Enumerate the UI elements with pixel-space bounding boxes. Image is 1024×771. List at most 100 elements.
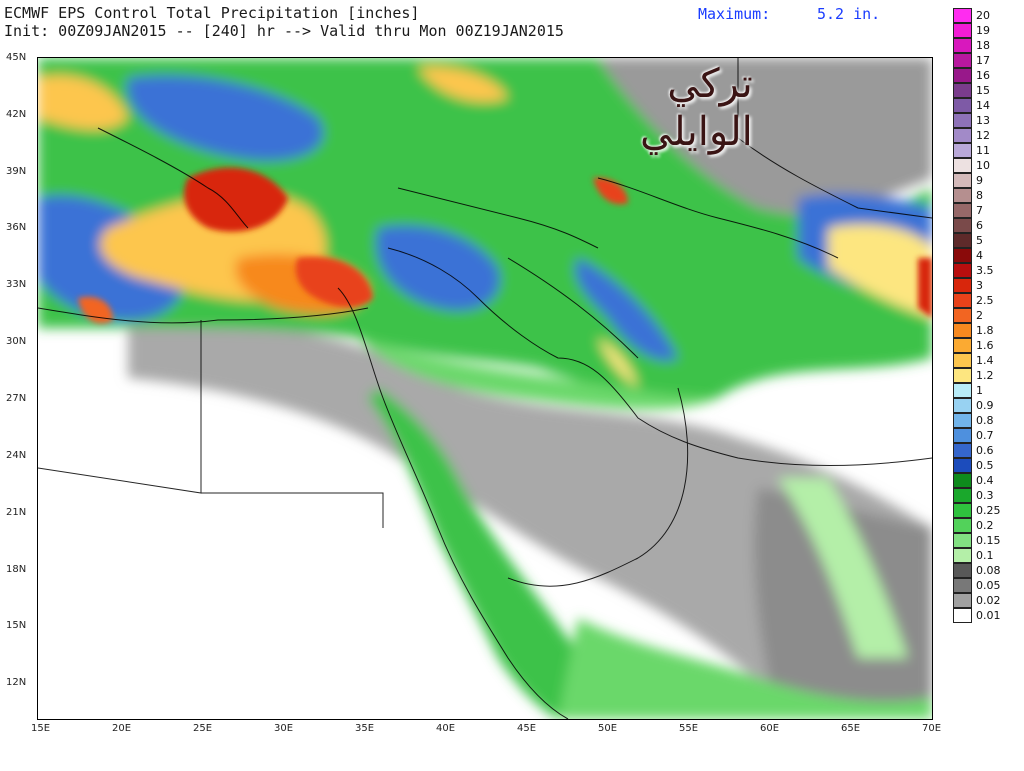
lon-label: 70E	[922, 723, 942, 734]
lon-label: 50E	[598, 723, 618, 734]
legend-label: 6	[976, 219, 983, 232]
legend-swatch	[953, 458, 972, 473]
legend-label: 0.6	[976, 444, 994, 457]
watermark-line2: الوايلي	[640, 109, 753, 155]
maximum-value: 5.2 in.	[817, 5, 881, 23]
arabic-watermark: تركي الوايلي	[640, 60, 753, 156]
legend-swatch	[953, 278, 972, 293]
legend-swatch	[953, 398, 972, 413]
legend-swatch	[953, 38, 972, 53]
legend-item: 10	[953, 158, 1023, 173]
lat-label: 12N	[6, 677, 27, 688]
legend-item: 1	[953, 383, 1023, 398]
legend-swatch	[953, 428, 972, 443]
legend-label: 20	[976, 9, 990, 22]
legend-item: 17	[953, 53, 1023, 68]
lon-label: 60E	[760, 723, 780, 734]
chart-title: ECMWF EPS Control Total Precipitation [i…	[4, 4, 420, 22]
legend-swatch	[953, 608, 972, 623]
legend-item: 13	[953, 113, 1023, 128]
legend-swatch	[953, 113, 972, 128]
legend-swatch	[953, 218, 972, 233]
legend-item: 0.15	[953, 533, 1023, 548]
legend-label: 17	[976, 54, 990, 67]
legend-item: 0.8	[953, 413, 1023, 428]
legend-swatch	[953, 548, 972, 563]
legend-item: 9	[953, 173, 1023, 188]
legend-item: 2	[953, 308, 1023, 323]
lon-label: 55E	[679, 723, 699, 734]
legend-swatch	[953, 188, 972, 203]
legend-item: 0.05	[953, 578, 1023, 593]
legend-label: 15	[976, 84, 990, 97]
legend-swatch	[953, 23, 972, 38]
lat-label: 15N	[6, 620, 27, 631]
legend-item: 1.4	[953, 353, 1023, 368]
legend-label: 0.15	[976, 534, 1001, 547]
legend-item: 6	[953, 218, 1023, 233]
legend-swatch	[953, 263, 972, 278]
legend-swatch	[953, 593, 972, 608]
precipitation-map	[37, 57, 933, 720]
legend-swatch	[953, 533, 972, 548]
legend-label: 0.9	[976, 399, 994, 412]
legend-item: 1.2	[953, 368, 1023, 383]
legend-item: 0.7	[953, 428, 1023, 443]
legend-label: 3	[976, 279, 983, 292]
lat-label: 27N	[6, 393, 27, 404]
lon-label: 30E	[274, 723, 294, 734]
legend-label: 1.8	[976, 324, 994, 337]
lat-label: 42N	[6, 109, 27, 120]
lon-label: 25E	[193, 723, 213, 734]
maximum-label: Maximum:	[698, 5, 771, 23]
legend-swatch	[953, 383, 972, 398]
legend-item: 5	[953, 233, 1023, 248]
legend-swatch	[953, 413, 972, 428]
legend-swatch	[953, 578, 972, 593]
legend-swatch	[953, 173, 972, 188]
legend-item: 1.6	[953, 338, 1023, 353]
legend-swatch	[953, 293, 972, 308]
legend-swatch	[953, 83, 972, 98]
legend-label: 19	[976, 24, 990, 37]
legend-item: 2.5	[953, 293, 1023, 308]
legend-label: 0.4	[976, 474, 994, 487]
legend-swatch	[953, 443, 972, 458]
legend-swatch	[953, 488, 972, 503]
legend-item: 3	[953, 278, 1023, 293]
legend-item: 12	[953, 128, 1023, 143]
legend-item: 14	[953, 98, 1023, 113]
legend-label: 0.2	[976, 519, 994, 532]
legend-label: 3.5	[976, 264, 994, 277]
legend-label: 0.08	[976, 564, 1001, 577]
legend-label: 11	[976, 144, 990, 157]
legend-swatch	[953, 68, 972, 83]
legend-item: 8	[953, 188, 1023, 203]
legend-item: 0.01	[953, 608, 1023, 623]
legend-label: 13	[976, 114, 990, 127]
legend-item: 0.2	[953, 518, 1023, 533]
legend-item: 0.6	[953, 443, 1023, 458]
legend-label: 14	[976, 99, 990, 112]
lon-label: 45E	[517, 723, 537, 734]
legend-item: 0.08	[953, 563, 1023, 578]
lat-label: 24N	[6, 450, 27, 461]
legend-label: 0.25	[976, 504, 1001, 517]
legend-item: 16	[953, 68, 1023, 83]
lat-label: 45N	[6, 52, 27, 63]
legend-label: 4	[976, 249, 983, 262]
legend-item: 11	[953, 143, 1023, 158]
legend-item: 0.9	[953, 398, 1023, 413]
legend-label: 2	[976, 309, 983, 322]
lon-label: 40E	[436, 723, 456, 734]
lat-label: 21N	[6, 507, 27, 518]
legend-swatch	[953, 563, 972, 578]
legend-label: 0.02	[976, 594, 1001, 607]
legend-item: 7	[953, 203, 1023, 218]
legend-swatch	[953, 308, 972, 323]
lon-label: 15E	[31, 723, 51, 734]
legend-label: 1.4	[976, 354, 994, 367]
legend-item: 0.1	[953, 548, 1023, 563]
lat-label: 18N	[6, 564, 27, 575]
legend-swatch	[953, 203, 972, 218]
